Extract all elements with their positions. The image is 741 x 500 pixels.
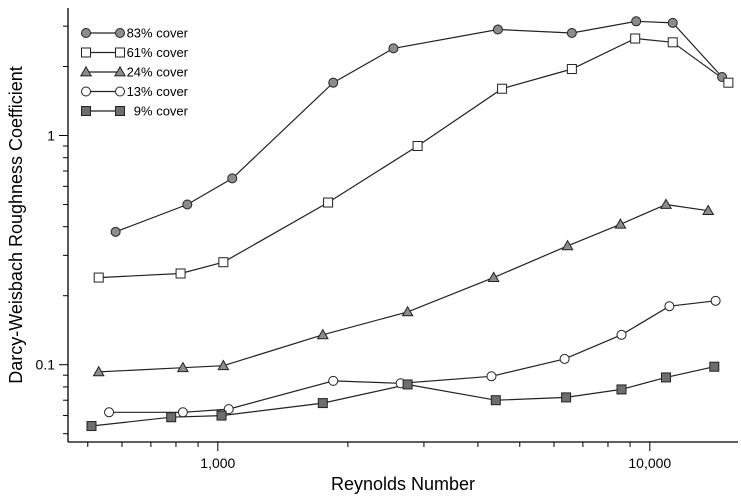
data-point <box>93 272 104 283</box>
legend-marker <box>115 106 125 116</box>
data-point <box>616 329 627 340</box>
ticks: 1,000 10,000 0.1 1 <box>36 25 671 471</box>
axes <box>67 8 738 443</box>
data-point <box>317 398 328 409</box>
legend-label: 83% cover <box>127 26 189 41</box>
data-point <box>566 28 577 39</box>
data-point <box>328 375 339 386</box>
series-line-4 <box>91 366 715 427</box>
data-point <box>559 353 570 364</box>
data-point <box>92 365 105 377</box>
legend-marker <box>81 106 91 116</box>
data-point <box>316 328 329 340</box>
series-line-2 <box>98 203 709 373</box>
series-line-0 <box>115 20 723 233</box>
data-point <box>177 407 188 418</box>
y-tick-label: 0.1 <box>36 357 56 373</box>
y-tick-label: 1 <box>47 128 55 144</box>
legend-marker <box>79 65 93 77</box>
data-point <box>216 410 227 421</box>
data-point <box>86 421 97 432</box>
series-markers <box>86 16 734 432</box>
data-point <box>323 197 334 208</box>
data-point <box>412 140 423 151</box>
data-point <box>388 43 399 54</box>
legend-marker <box>81 86 91 97</box>
legend-label: 24% cover <box>127 65 189 80</box>
data-point <box>566 64 577 75</box>
legend-label: 13% cover <box>127 84 189 99</box>
legend-marker <box>115 28 125 38</box>
x-axis-title: Reynolds Number <box>331 474 475 494</box>
data-point <box>630 33 641 44</box>
data-point <box>561 239 574 251</box>
data-point <box>614 218 627 229</box>
data-point <box>166 412 177 423</box>
data-point <box>182 199 193 210</box>
data-point <box>110 226 121 237</box>
legend-marker <box>115 47 125 58</box>
data-point <box>723 77 734 88</box>
data-point <box>328 77 339 88</box>
data-point <box>702 204 715 216</box>
data-point <box>660 372 671 383</box>
y-axis-title: Darcy-Weisbach Roughness Coefficient <box>6 66 26 384</box>
legend-marker <box>115 86 125 97</box>
data-point <box>486 371 497 382</box>
data-point <box>709 361 720 372</box>
data-point <box>176 361 189 373</box>
legend-marker <box>81 47 91 58</box>
data-point <box>667 17 678 28</box>
data-point <box>667 37 678 48</box>
data-point <box>218 257 229 268</box>
data-point <box>104 407 115 418</box>
data-point <box>402 379 413 390</box>
data-point <box>561 392 572 403</box>
legend-marker <box>81 28 91 38</box>
x-tick-label: 1,000 <box>200 455 235 471</box>
legend-label: 61% cover <box>127 45 189 60</box>
data-point <box>217 359 230 371</box>
legend-label: 9% cover <box>134 104 189 119</box>
data-point <box>401 305 414 317</box>
data-point <box>492 24 503 35</box>
data-point <box>227 173 238 184</box>
legend-marker <box>113 65 127 77</box>
data-point <box>487 271 500 282</box>
data-point <box>616 384 627 395</box>
x-tick-label: 10,000 <box>628 455 671 471</box>
data-point <box>497 83 508 94</box>
data-point <box>175 268 186 279</box>
data-point <box>659 198 673 209</box>
data-point <box>710 295 721 306</box>
data-point <box>664 301 675 312</box>
data-point <box>490 395 501 406</box>
legend: 83% cover 61% cover 24% cover 13% cover 9% c… <box>79 26 189 119</box>
series-lines <box>91 20 729 427</box>
series-line-1 <box>98 37 729 279</box>
series-line-3 <box>109 300 716 413</box>
data-point <box>631 16 642 27</box>
